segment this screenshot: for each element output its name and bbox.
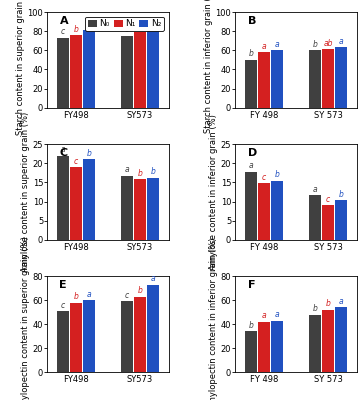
Bar — [245, 60, 257, 108]
Text: b: b — [249, 50, 253, 58]
Text: ab: ab — [323, 39, 333, 48]
Bar — [134, 179, 146, 240]
Text: b: b — [138, 22, 142, 31]
Bar — [335, 307, 347, 372]
Bar — [309, 195, 321, 240]
Text: b: b — [74, 24, 79, 34]
Bar — [258, 183, 270, 240]
Text: b: b — [138, 169, 142, 178]
Text: c: c — [262, 173, 266, 182]
Y-axis label: Amylopectin content in superior grain (%): Amylopectin content in superior grain (%… — [21, 236, 30, 400]
Text: c: c — [125, 26, 129, 34]
Text: b: b — [138, 286, 142, 295]
Bar — [70, 35, 82, 108]
Bar — [258, 322, 270, 372]
Bar — [70, 302, 82, 372]
Text: a: a — [151, 16, 155, 25]
Text: a: a — [313, 185, 317, 194]
Text: F: F — [248, 280, 255, 290]
Bar — [147, 178, 159, 240]
Bar — [134, 297, 146, 372]
Text: b: b — [74, 292, 79, 301]
Text: a: a — [87, 290, 91, 299]
Bar — [83, 300, 95, 372]
Text: c: c — [61, 300, 65, 310]
Text: b: b — [313, 304, 317, 313]
Bar — [245, 331, 257, 372]
Text: a: a — [339, 297, 343, 306]
Text: c: c — [326, 195, 330, 204]
Bar — [335, 200, 347, 240]
Bar — [335, 48, 347, 108]
Text: a: a — [87, 20, 91, 29]
Text: a: a — [151, 274, 155, 283]
Y-axis label: Amylose content in inferior grain (%): Amylose content in inferior grain (%) — [209, 114, 218, 270]
Text: D: D — [248, 148, 257, 158]
Text: a: a — [339, 37, 343, 46]
Text: a: a — [275, 310, 280, 319]
Bar — [322, 310, 334, 372]
Bar — [134, 32, 146, 108]
Y-axis label: Amylose content in superior grain (%): Amylose content in superior grain (%) — [21, 112, 30, 272]
Bar — [57, 156, 69, 240]
Y-axis label: Starch content in superior grain (%): Starch content in superior grain (%) — [16, 0, 25, 136]
Bar — [245, 172, 257, 240]
Bar — [258, 52, 270, 108]
Text: C: C — [59, 148, 68, 158]
Bar — [271, 180, 283, 240]
Text: E: E — [59, 280, 67, 290]
Bar — [121, 176, 133, 240]
Text: b: b — [151, 167, 155, 176]
Text: b: b — [275, 170, 280, 179]
Text: b: b — [249, 321, 253, 330]
Text: b: b — [87, 149, 91, 158]
Bar — [309, 314, 321, 372]
Bar — [322, 206, 334, 240]
Bar — [309, 50, 321, 108]
Text: A: A — [59, 16, 68, 26]
Y-axis label: Starch content in inferior grain (%): Starch content in inferior grain (%) — [204, 0, 213, 133]
Legend: N₀, N₁, N₂: N₀, N₁, N₂ — [85, 16, 164, 31]
Bar — [271, 320, 283, 372]
Text: c: c — [74, 157, 78, 166]
Bar — [57, 311, 69, 372]
Text: a: a — [262, 42, 266, 51]
Bar — [322, 49, 334, 108]
Bar — [271, 50, 283, 108]
Text: a: a — [249, 161, 253, 170]
Bar — [147, 26, 159, 108]
Bar — [121, 301, 133, 372]
Bar — [57, 38, 69, 108]
Bar — [121, 36, 133, 108]
Text: c: c — [61, 28, 65, 36]
Bar — [83, 160, 95, 240]
Text: a: a — [124, 165, 129, 174]
Bar — [83, 30, 95, 108]
Text: b: b — [325, 299, 331, 308]
Text: a: a — [262, 311, 266, 320]
Bar — [70, 167, 82, 240]
Text: b: b — [339, 190, 344, 199]
Text: a: a — [275, 40, 280, 49]
Bar — [147, 285, 159, 372]
Text: c: c — [125, 291, 129, 300]
Text: b: b — [313, 40, 317, 49]
Text: B: B — [248, 16, 256, 26]
Text: a: a — [61, 145, 65, 154]
Y-axis label: Amylopectin content in inferior grain (%): Amylopectin content in inferior grain (%… — [209, 238, 218, 400]
